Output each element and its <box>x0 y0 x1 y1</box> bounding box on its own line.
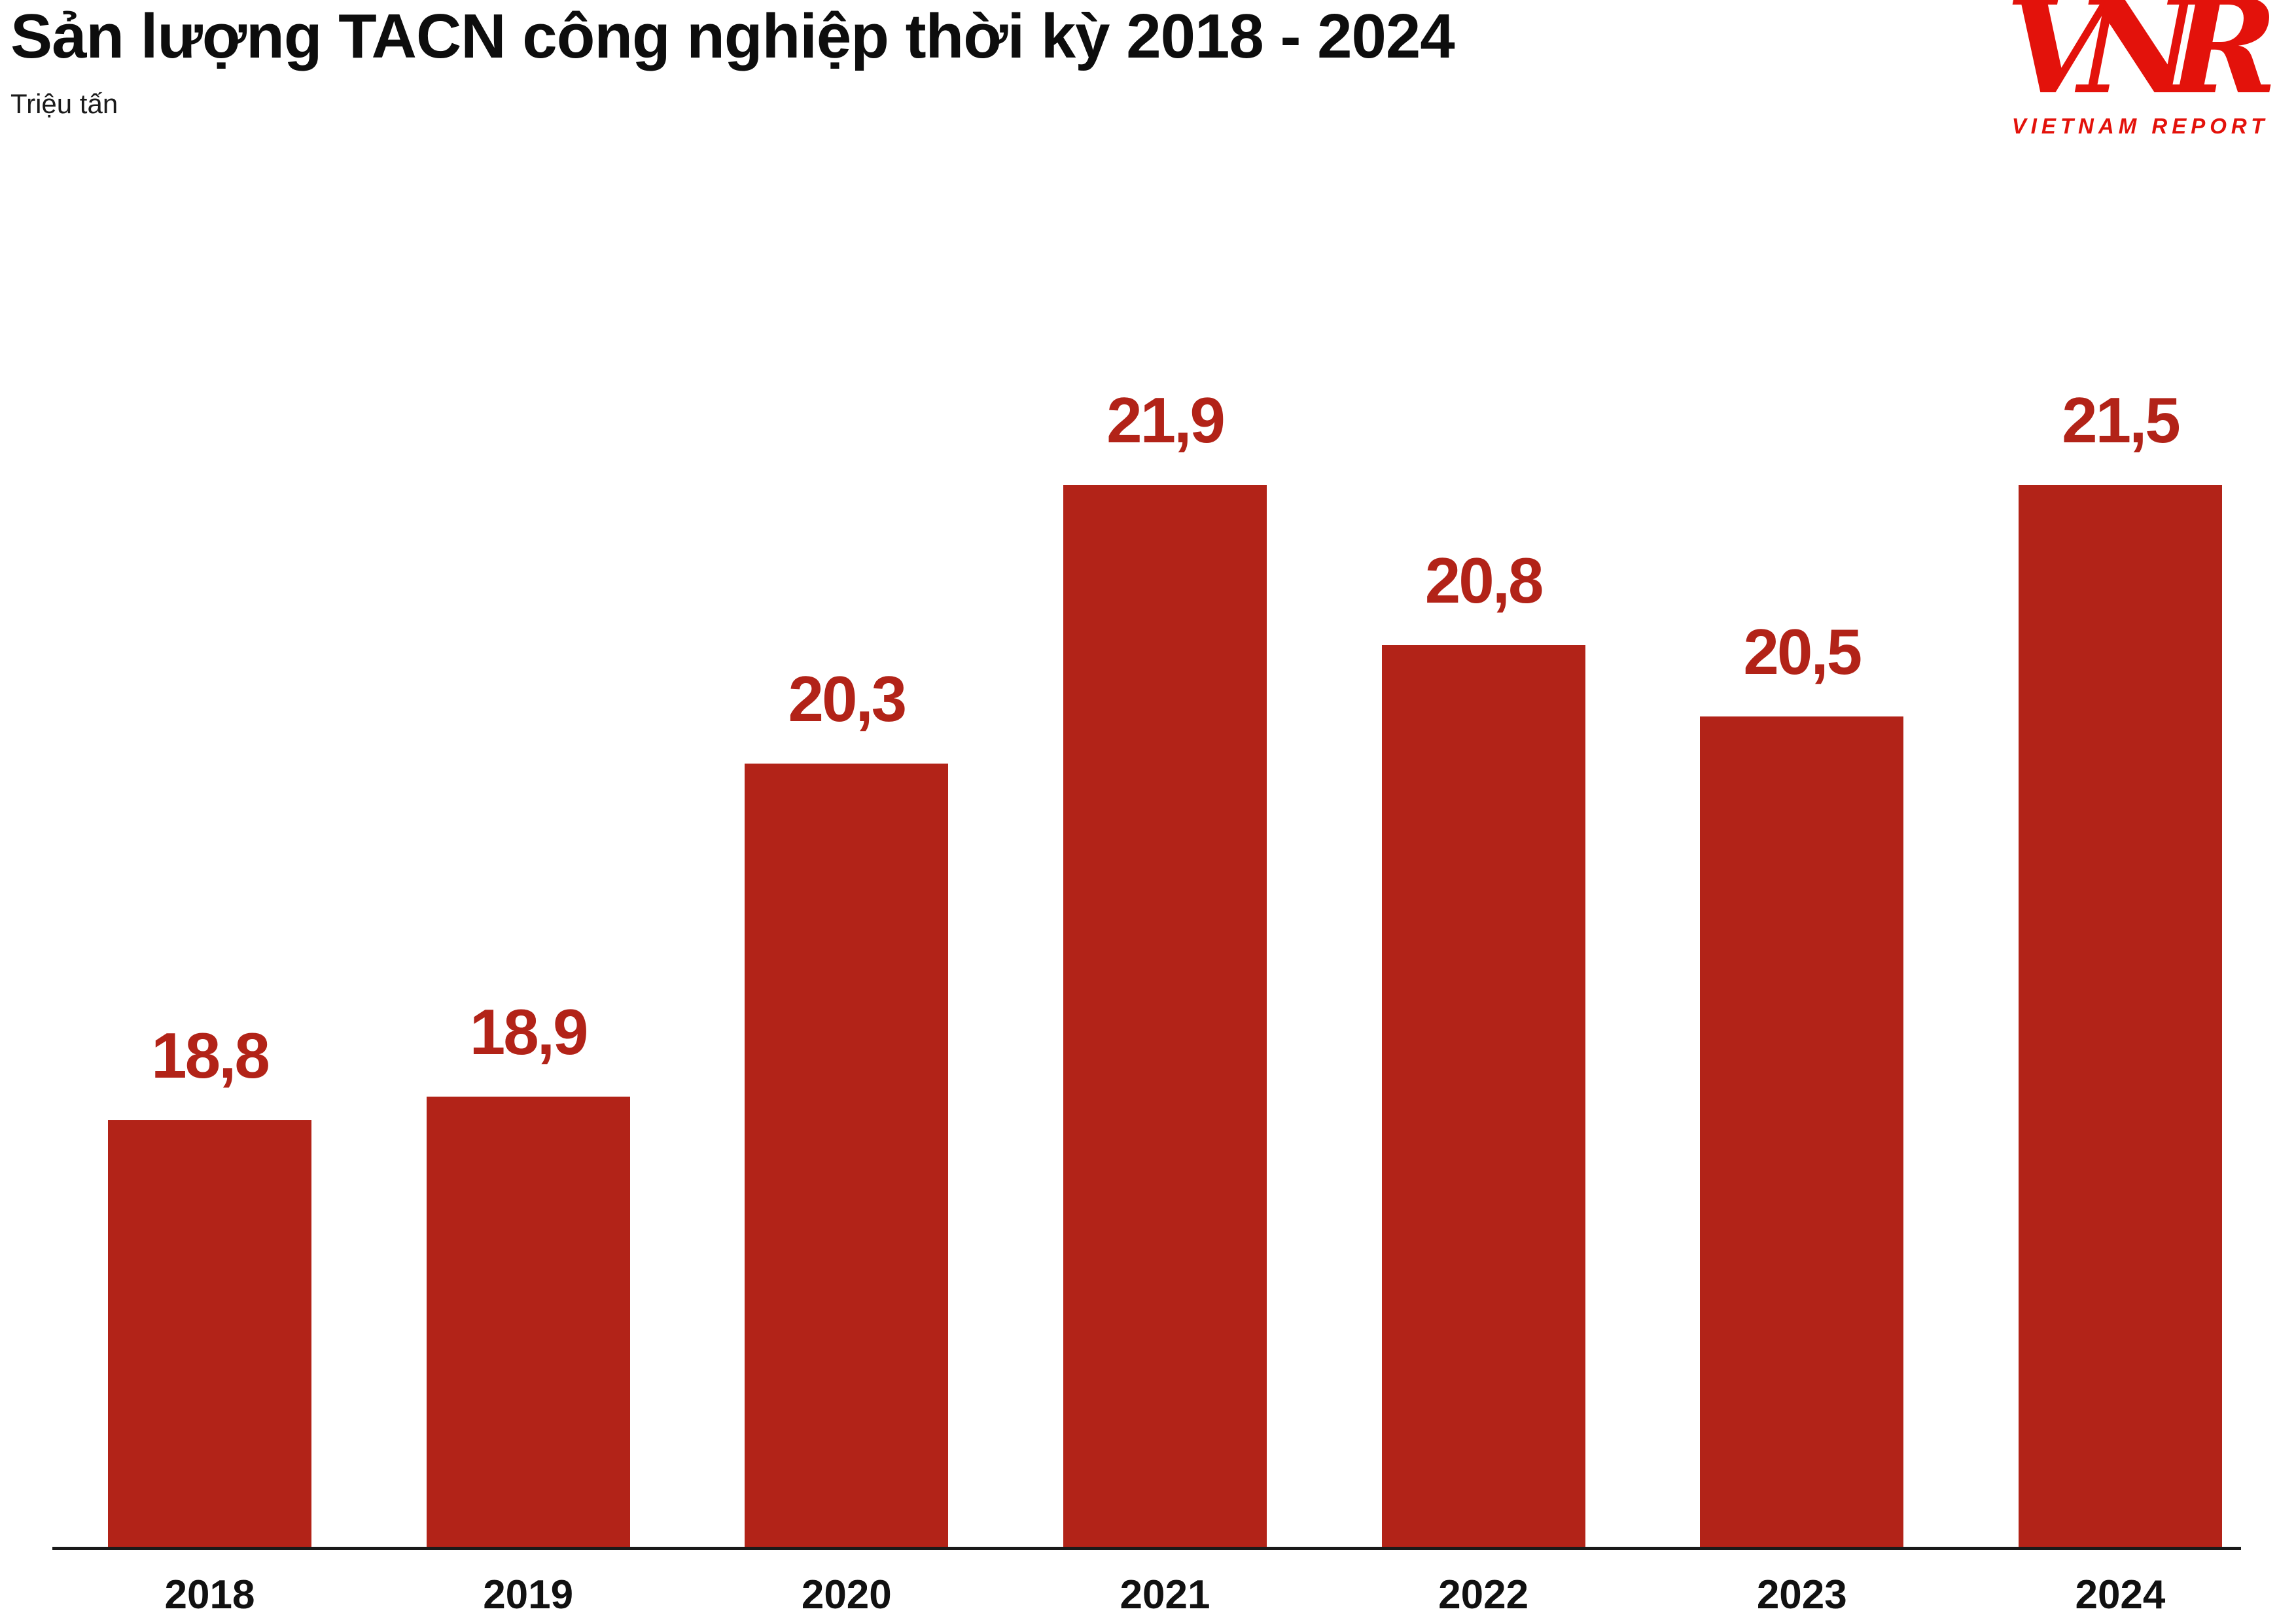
chart-unit-label: Triệu tấn <box>10 88 118 119</box>
plot-area: 18,8 18,9 20,3 21,9 20,8 20,5 21,5 <box>108 383 2222 1548</box>
bar-value-label: 20,3 <box>788 663 907 735</box>
x-tick-label: 2024 <box>2075 1572 2166 1617</box>
vnr-logo-caption: VIETNAM REPORT <box>2011 114 2269 138</box>
bar <box>1700 716 1904 1548</box>
bar-column: 20,8 <box>1381 383 1585 1548</box>
x-tick-label: 2018 <box>164 1572 255 1617</box>
x-axis-line <box>52 1547 2241 1550</box>
bar <box>1063 485 1267 1548</box>
chart-title: Sản lượng TACN công nghiệp thời kỳ 2018 … <box>10 1 1455 71</box>
x-tick-label: 2020 <box>801 1572 892 1617</box>
bar <box>2018 485 2222 1548</box>
bar-value-label: 18,9 <box>469 996 589 1068</box>
bar-value-label: 21,5 <box>2062 384 2181 456</box>
bar <box>1381 645 1585 1548</box>
bar-column: 21,9 <box>1063 383 1267 1548</box>
bar-column: 18,9 <box>426 383 630 1548</box>
bar-column: 20,3 <box>745 383 949 1548</box>
x-tick-label: 2022 <box>1438 1572 1529 1617</box>
chart-header: Sản lượng TACN công nghiệp thời kỳ 2018 … <box>10 1 1455 120</box>
bar-column: 20,5 <box>1700 383 1904 1548</box>
bar-value-label: 21,9 <box>1106 384 1226 456</box>
x-tick-label: 2021 <box>1120 1572 1210 1617</box>
x-axis-labels: 2018 2019 2020 2021 2022 2023 2024 <box>108 1572 2222 1618</box>
bar <box>426 1097 630 1548</box>
bar-value-label: 18,8 <box>151 1019 270 1091</box>
x-tick-label: 2019 <box>483 1572 574 1617</box>
bar <box>745 764 949 1548</box>
bar <box>108 1120 311 1548</box>
bar-column: 18,8 <box>108 383 311 1548</box>
vnr-logo-icon: VNR <box>2005 0 2278 124</box>
bar-value-label: 20,5 <box>1743 616 1862 688</box>
vietnam-report-logo: VNR VIETNAM REPORT <box>2003 0 2278 139</box>
bar-value-label: 20,8 <box>1424 544 1544 616</box>
x-tick-label: 2023 <box>1756 1572 1847 1617</box>
bar-column: 21,5 <box>2018 383 2222 1548</box>
